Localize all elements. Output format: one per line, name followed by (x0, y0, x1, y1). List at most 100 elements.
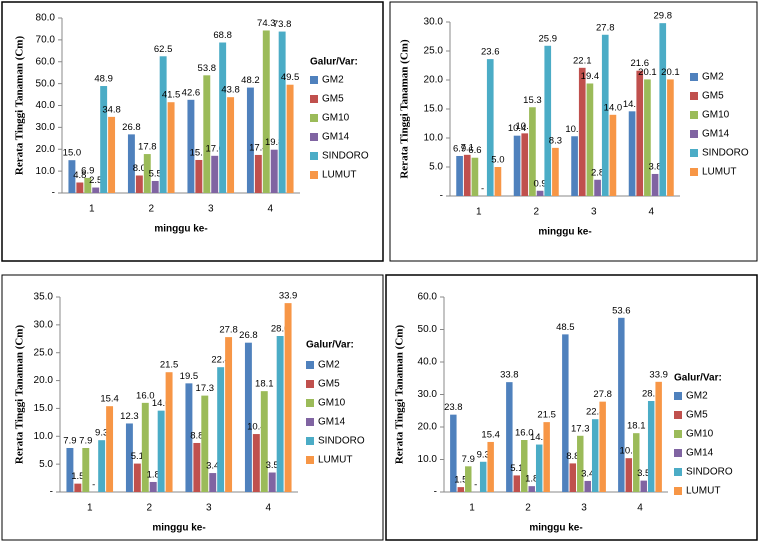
bar (465, 466, 472, 492)
value-label: 14.6 (530, 432, 549, 443)
bar (609, 114, 617, 196)
bar (552, 147, 559, 196)
value-label: 8.8 (566, 451, 579, 462)
bar (68, 160, 76, 193)
value-label: 48.5 (556, 322, 575, 333)
value-label: 10.4 (247, 422, 266, 433)
legend-label: GM14 (318, 417, 346, 428)
bar (76, 182, 84, 193)
bar (286, 84, 294, 193)
value-label: - (474, 480, 477, 491)
value-label: 15.4 (481, 429, 500, 440)
value-label: 33.9 (279, 291, 298, 302)
y-tick-label: 25.0 (34, 347, 54, 358)
legend-swatch (690, 149, 698, 157)
y-axis-title: Rerata Tinggi Tanaman (Cm) (394, 325, 406, 465)
y-tick-label: 80.0 (36, 13, 56, 24)
value-label: 8.0 (133, 163, 146, 174)
y-tick-label: 15.0 (34, 403, 54, 414)
value-label: 19.5 (180, 371, 199, 382)
value-label: 1.8 (147, 469, 160, 480)
legend-label: GM10 (322, 113, 350, 124)
y-tick-label: 35.0 (34, 292, 54, 303)
value-label: 1.5 (454, 475, 467, 486)
y-tick-label: 40.0 (36, 100, 56, 111)
x-tick-label: 4 (648, 207, 654, 218)
value-label: 48.9 (94, 74, 113, 85)
legend-label: LUMUT (686, 486, 720, 497)
value-label: 6.6 (468, 145, 481, 156)
bar (278, 31, 286, 193)
bar (167, 102, 175, 193)
y-tick-label: 15.0 (424, 104, 444, 115)
value-label: 15.1 (190, 147, 209, 158)
value-label: 5.1 (131, 451, 144, 462)
value-label: 28.0 (642, 389, 661, 400)
bar (209, 473, 217, 492)
legend-title: Galur/Var: (674, 373, 722, 384)
bar (135, 175, 143, 193)
value-label: 23.6 (481, 47, 500, 58)
bar (219, 42, 227, 193)
value-label: 17.8 (138, 142, 157, 153)
bar (211, 155, 219, 193)
value-label: 68.8 (213, 30, 232, 41)
value-label: - (481, 184, 484, 195)
value-label: 1.5 (71, 471, 84, 482)
value-label: 14.6 (623, 99, 642, 110)
x-tick-label: 1 (469, 503, 475, 514)
bar (450, 414, 457, 492)
value-label: 15.0 (63, 148, 82, 159)
value-label: 14.0 (604, 102, 623, 113)
x-axis-title: minggu ke- (152, 523, 205, 534)
value-label: 26.8 (122, 122, 141, 133)
y-tick-label: 20.0 (418, 422, 438, 433)
panel-border (1, 1, 384, 262)
legend-label: GM5 (322, 94, 344, 105)
bar (217, 367, 225, 492)
bar (165, 372, 173, 492)
bar (536, 190, 544, 196)
value-label: 28.0 (271, 324, 290, 335)
legend-swatch (690, 130, 698, 138)
x-tick-label: 1 (476, 207, 482, 218)
value-label: 7.9 (63, 436, 76, 447)
y-tick-label: 30.0 (418, 389, 438, 400)
value-label: 7.9 (79, 436, 92, 447)
bar (225, 337, 233, 492)
bar (521, 133, 529, 196)
bar (463, 154, 471, 196)
bar (284, 303, 292, 492)
y-tick-label: 50.0 (36, 78, 56, 89)
value-label: - (92, 480, 95, 491)
bar (108, 116, 116, 193)
bar (246, 87, 254, 193)
value-label: 21.6 (631, 58, 650, 69)
value-label: 48.2 (241, 75, 260, 86)
value-label: 1.8 (525, 474, 538, 485)
bar (262, 30, 270, 193)
legend-swatch (310, 114, 318, 122)
bar (569, 463, 577, 492)
legend-swatch (310, 133, 318, 141)
x-tick-label: 3 (581, 503, 587, 514)
value-label: 8.3 (549, 135, 562, 146)
value-label: 62.5 (154, 44, 173, 55)
value-label: 2.5 (89, 175, 102, 186)
bar (268, 472, 276, 492)
value-label: 26.8 (239, 330, 258, 341)
bar (141, 402, 149, 492)
bar (506, 382, 513, 492)
value-label: 3.4 (206, 461, 219, 472)
legend-label: GM10 (318, 398, 346, 409)
y-tick-label: 10.0 (424, 133, 444, 144)
value-label: 19.8 (265, 137, 284, 148)
y-tick-label: - (52, 188, 55, 199)
bar (584, 480, 591, 492)
legend-swatch (310, 171, 318, 179)
value-label: 22.4 (211, 355, 230, 366)
bar (276, 336, 284, 492)
legend-swatch (310, 95, 318, 103)
value-label: 0.9 (533, 178, 546, 189)
